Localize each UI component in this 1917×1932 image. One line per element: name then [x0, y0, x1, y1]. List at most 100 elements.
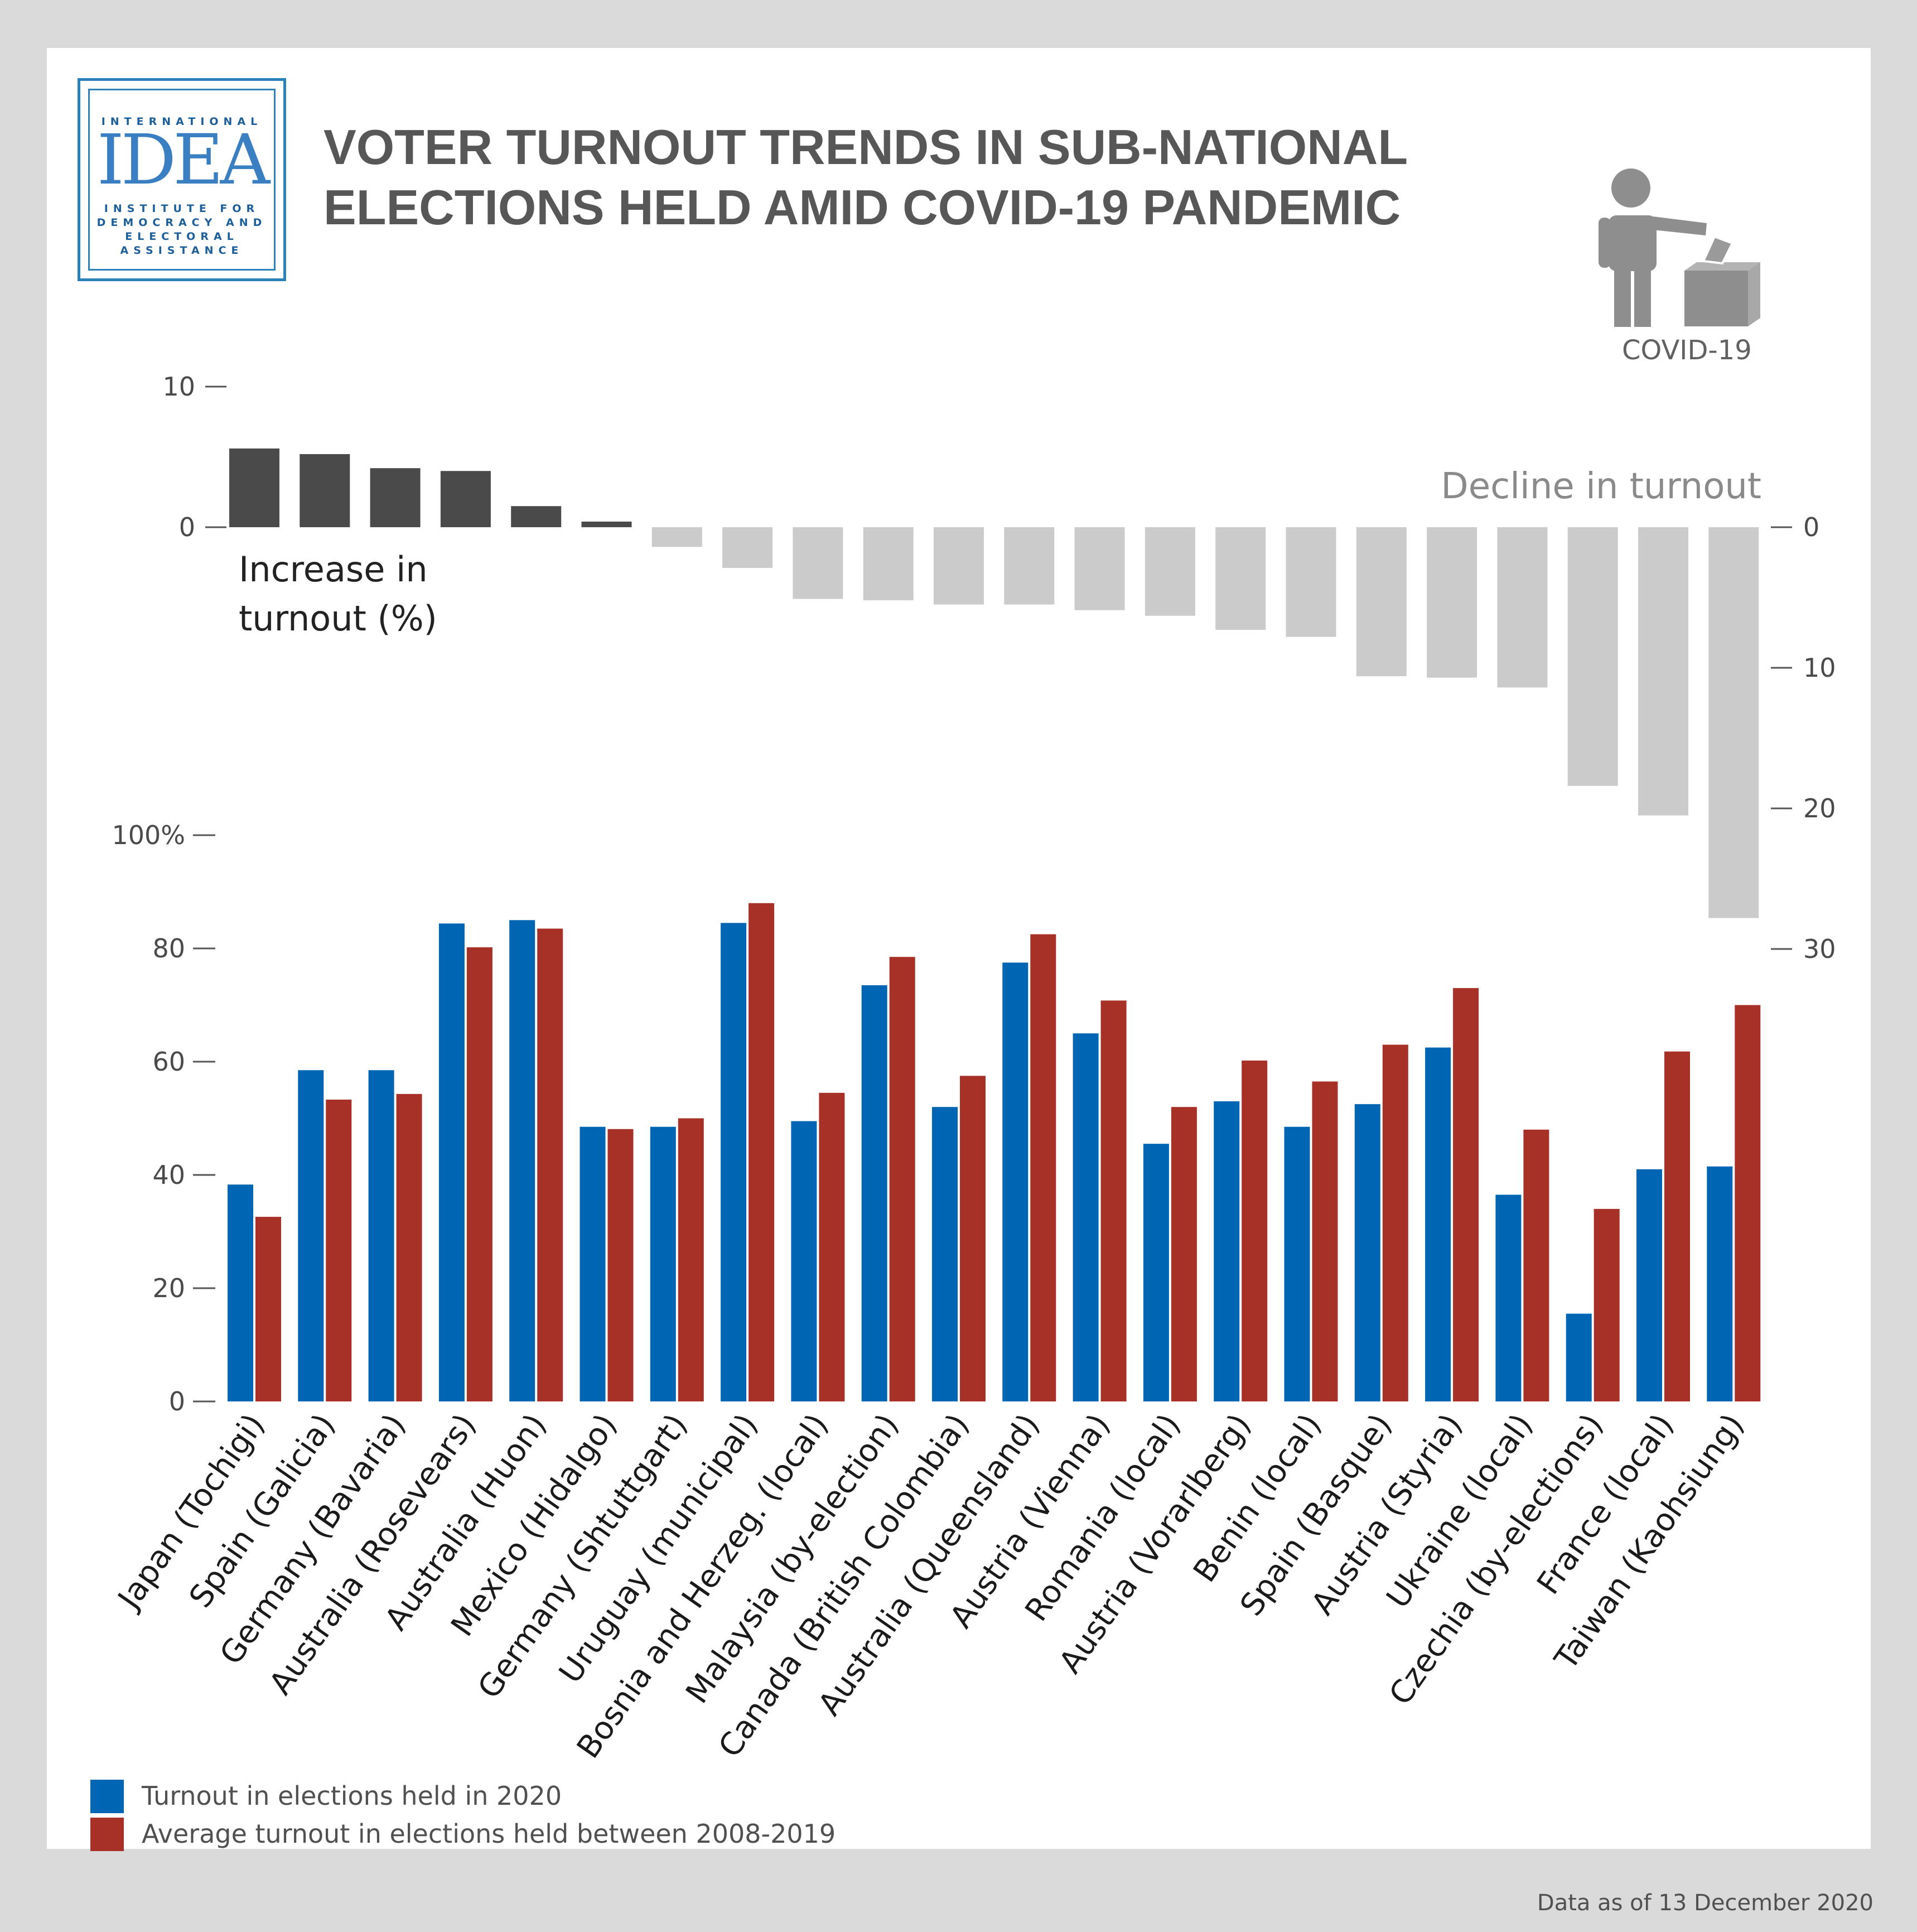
- turnout-2020-bar-3: [438, 923, 465, 1401]
- average-turnout-bar-5: [607, 1129, 634, 1401]
- change-bar-19: [1567, 527, 1618, 786]
- change-bar-8: [793, 527, 843, 599]
- logo-line-4: ASSISTANCE: [120, 244, 244, 257]
- average-turnout-bar-18: [1523, 1129, 1549, 1401]
- title-line-1: VOTER TURNOUT TRENDS IN SUB-NATIONAL: [323, 119, 1408, 175]
- change-bar-3: [440, 471, 491, 527]
- logo-subtitle: INSTITUTE FOR DEMOCRACY AND ELECTORAL AS…: [90, 202, 274, 258]
- change-bar-5: [581, 521, 632, 527]
- footnote: Data as of 13 December 2020: [1537, 1890, 1873, 1916]
- turnout-2020-bar-9: [861, 985, 887, 1401]
- change-bar-21: [1708, 527, 1759, 918]
- average-turnout-bar-20: [1664, 1051, 1690, 1401]
- turnout-2020-bar-4: [509, 920, 535, 1401]
- turnout-2020-bar-0: [228, 1184, 253, 1401]
- logo-inner-frame: INTERNATIONAL IDEA INSTITUTE FOR DEMOCRA…: [88, 89, 276, 271]
- average-turnout-bar-3: [466, 947, 492, 1401]
- average-turnout-bar-17: [1453, 988, 1479, 1401]
- y-tick-label-2: 60: [152, 1047, 185, 1077]
- average-turnout-bar-14: [1242, 1060, 1268, 1401]
- turnout-2020-bar-10: [932, 1107, 958, 1401]
- change-bar-2: [370, 468, 421, 527]
- average-turnout-bar-1: [326, 1100, 352, 1401]
- turnout-2020-bar-1: [298, 1070, 324, 1401]
- change-bar-18: [1497, 527, 1548, 688]
- turnout-2020-bar-12: [1073, 1033, 1099, 1401]
- average-turnout-bar-10: [960, 1076, 986, 1401]
- logo-line-1: INSTITUTE FOR: [104, 203, 260, 215]
- turnout-2020-bar-11: [1002, 962, 1028, 1401]
- change-bar-16: [1356, 527, 1407, 677]
- logo-line-2: DEMOCRACY AND: [96, 216, 267, 229]
- y-tick-label-5: 0: [169, 1386, 185, 1417]
- right-tick-label-3: 30: [1803, 934, 1836, 964]
- average-turnout-bar-9: [889, 957, 915, 1401]
- turnout-2020-bar-21: [1707, 1166, 1733, 1401]
- title-line-2: ELECTIONS HELD AMID COVID-19 PANDEMIC: [323, 180, 1401, 235]
- turnout-2020-bar-17: [1425, 1047, 1451, 1401]
- average-turnout-bar-15: [1312, 1081, 1338, 1401]
- average-turnout-bar-13: [1171, 1107, 1197, 1401]
- page-title: VOTER TURNOUT TRENDS IN SUB-NATIONAL ELE…: [323, 117, 1408, 238]
- change-bar-7: [722, 527, 773, 568]
- right-tick-label-2: 20: [1803, 793, 1836, 823]
- turnout-2020-bar-5: [580, 1126, 606, 1401]
- average-turnout-bar-12: [1100, 1000, 1127, 1401]
- average-turnout-bar-21: [1735, 1005, 1761, 1401]
- turnout-comparison-chart: Japan (Tochigi)Spain (Galicia)Germany (B…: [110, 820, 1761, 1763]
- legend-item-2020: Turnout in elections held in 2020: [90, 1777, 1206, 1813]
- right-tick-label-1: 10: [1803, 653, 1836, 683]
- logo-line-3: ELECTORAL: [125, 230, 239, 243]
- legend-label-2020: Turnout in elections held in 2020: [142, 1781, 562, 1811]
- average-turnout-bar-8: [819, 1092, 845, 1401]
- turnout-2020-bar-19: [1566, 1313, 1592, 1401]
- average-turnout-bar-7: [749, 903, 775, 1401]
- change-bar-11: [1004, 527, 1055, 605]
- legend-label-average: Average turnout in elections held betwee…: [142, 1819, 836, 1849]
- turnout-2020-bar-13: [1143, 1144, 1169, 1401]
- left-tick-label-0: 10: [162, 372, 195, 402]
- change-bar-0: [229, 448, 279, 527]
- change-bar-13: [1145, 527, 1195, 616]
- y-tick-label-0: 100%: [112, 820, 185, 850]
- change-bar-9: [863, 527, 914, 601]
- logo-mark: IDEA: [96, 120, 270, 200]
- covid-label: COVID-19: [1622, 335, 1752, 366]
- y-tick-label-3: 40: [152, 1160, 185, 1190]
- turnout-2020-bar-6: [650, 1126, 676, 1401]
- average-turnout-bar-2: [396, 1093, 422, 1401]
- turnout-2020-bar-20: [1636, 1169, 1662, 1401]
- average-turnout-bar-6: [678, 1118, 704, 1401]
- turnout-2020-bar-7: [721, 923, 747, 1401]
- increase-label-line-1: Increase in: [239, 549, 428, 590]
- turnout-2020-bar-16: [1354, 1104, 1380, 1401]
- turnout-2020-bar-8: [791, 1121, 817, 1401]
- turnout-chart: 10 0 0 10 20 30 Increase in turnout (%) Decline …: [110, 372, 1836, 1763]
- change-bar-20: [1638, 527, 1688, 816]
- average-turnout-bar-11: [1030, 934, 1056, 1401]
- turnout-2020-bar-2: [368, 1070, 394, 1401]
- legend-swatch-2020: [90, 1780, 124, 1813]
- change-bar-1: [300, 454, 350, 527]
- legend-swatch-average: [90, 1818, 124, 1851]
- turnout-2020-bar-14: [1214, 1101, 1240, 1401]
- y-tick-label-1: 80: [152, 933, 185, 963]
- average-turnout-bar-19: [1594, 1208, 1620, 1401]
- logo-top-text: INTERNATIONAL: [101, 115, 263, 128]
- change-bar-12: [1074, 527, 1125, 610]
- turnout-2020-bar-18: [1495, 1194, 1522, 1401]
- turnout-change-chart: 10 0 0 10 20 30 Increase in turnout (%) Decline …: [162, 372, 1836, 964]
- change-bar-6: [651, 527, 702, 547]
- change-bar-17: [1427, 527, 1477, 678]
- left-tick-label-1: 0: [179, 512, 195, 542]
- infographic-card: [47, 48, 1871, 1849]
- right-tick-label-0: 0: [1803, 512, 1819, 542]
- average-turnout-bar-16: [1382, 1044, 1408, 1401]
- turnout-2020-bar-15: [1284, 1126, 1310, 1401]
- legend-item-average: Average turnout in elections held betwee…: [90, 1815, 1206, 1851]
- decline-label: Decline in turnout: [1441, 466, 1761, 507]
- change-bar-4: [511, 506, 562, 527]
- voter-ballot-icon: [1599, 168, 1760, 327]
- change-bar-10: [934, 527, 984, 605]
- change-bar-15: [1286, 527, 1336, 637]
